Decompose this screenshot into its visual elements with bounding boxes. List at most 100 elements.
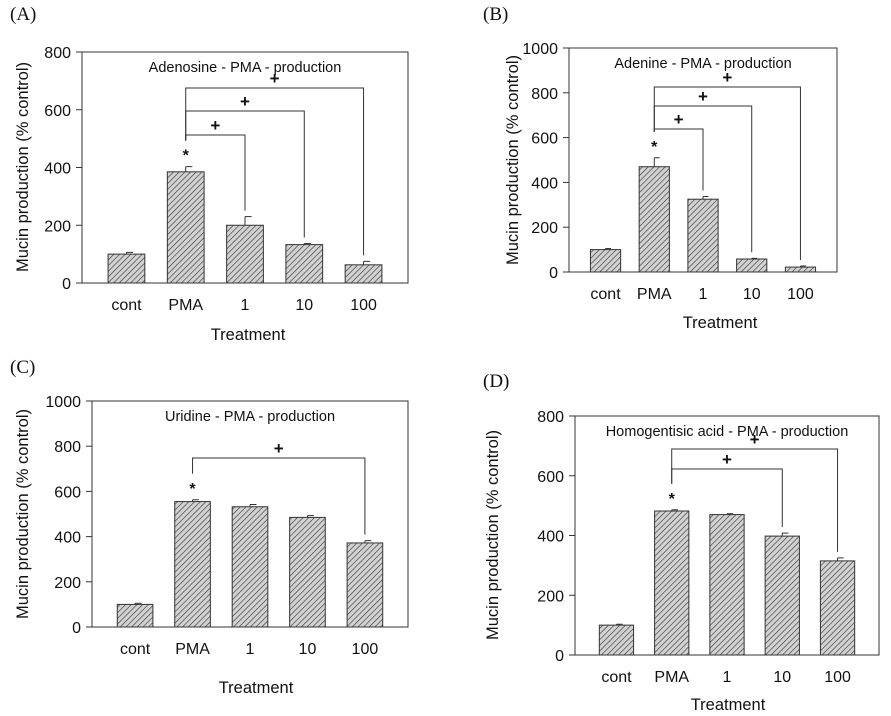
significance-plus: + [750,430,760,449]
y-tick-label: 400 [537,529,564,546]
x-tick-label: 10 [743,286,761,303]
significance-star: * [189,481,196,498]
x-tick-label: PMA [654,669,689,686]
y-tick-label: 800 [537,409,564,426]
x-tick-label: 1 [699,286,708,303]
bar-100 [344,264,383,284]
chart-panel-4: (D) Homogentisic acid - PMA - production 0… [483,371,880,714]
x-tick-label: cont [601,669,632,686]
bar-PMA [654,510,690,656]
bar-PMA [638,166,670,273]
significance-bracket [671,448,839,552]
bar-PMA [166,171,205,284]
y-tick-label: 600 [54,484,81,501]
y-tick-label: 0 [72,620,81,637]
y-tick-label: 400 [44,161,71,178]
bar-1 [687,198,719,273]
bar-100 [346,542,384,628]
significance-bracket [192,457,366,535]
y-axis-title: Mucin production (% control) [14,409,32,619]
x-tick-label: cont [590,286,621,303]
y-tick-label: 600 [537,469,564,486]
panel-letter: (B) [483,4,508,25]
y-tick-label: 800 [531,86,558,103]
x-tick-label: 10 [295,297,313,314]
x-tick-label: 1 [723,669,732,686]
bar-1 [709,514,745,656]
panel-letter: (A) [10,4,36,25]
y-tick-label: 200 [531,220,558,237]
bar-cont [116,603,154,628]
bar-10 [289,516,326,628]
chart-panel-2: (B) Adenine - PMA - production 0 200 400 600 8… [483,4,838,332]
x-tick-label: 1 [241,297,250,314]
bar-cont [589,249,622,273]
y-tick-label: 1000 [45,394,81,411]
x-tick-label: PMA [637,286,672,303]
x-axis-title: Treatment [219,679,294,697]
significance-plus: + [274,439,284,458]
bar-10 [736,258,768,273]
bar-100 [784,266,817,273]
x-tick-label: 100 [350,297,377,314]
significance-plus: + [674,110,684,129]
x-tick-label: 10 [299,641,317,658]
x-tick-label: 10 [773,669,791,686]
y-axis-title: Mucin production (% control) [14,62,32,272]
bar-1 [226,224,264,284]
significance-plus: + [240,92,250,111]
significance-plus: + [270,69,280,88]
y-tick-label: 0 [62,276,71,293]
y-tick-label: 1000 [522,41,558,58]
significance-star: * [183,148,190,165]
significance-plus: + [698,87,708,106]
x-axis-title: Treatment [683,314,758,332]
y-tick-label: 0 [549,265,558,282]
x-tick-label: 100 [787,286,814,303]
significance-star: * [651,139,658,156]
chart-title: Uridine - PMA - production [165,409,335,425]
significance-bracket [185,87,365,256]
chart-title: Homogentisic acid - PMA - production [606,424,849,440]
bar-100 [819,560,856,656]
significance-plus: + [722,450,732,469]
bar-cont [107,253,146,284]
y-tick-label: 800 [54,439,81,456]
chart-title: Adenosine - PMA - production [149,60,342,76]
significance-plus: + [210,116,220,135]
panel-letter: (D) [483,371,509,392]
y-axis-title: Mucin production (% control) [484,430,502,640]
chart-title: Adenine - PMA - production [614,56,791,72]
y-axis-title: Mucin production (% control) [504,55,522,265]
bar-1 [231,506,269,628]
x-tick-label: 100 [352,641,379,658]
x-axis-title: Treatment [691,696,766,714]
y-tick-label: 200 [54,575,81,592]
x-tick-label: 100 [824,669,851,686]
x-tick-label: PMA [168,297,203,314]
bar-PMA [174,501,211,628]
y-tick-label: 600 [44,103,71,120]
y-tick-label: 800 [44,45,71,62]
significance-plus: + [722,68,732,87]
bar-10 [285,244,324,284]
x-tick-label: cont [120,641,151,658]
x-tick-label: cont [111,297,142,314]
y-tick-label: 200 [537,588,564,605]
y-tick-label: 400 [54,530,81,547]
x-tick-label: 1 [246,641,255,658]
significance-bracket [653,86,801,260]
significance-star: * [669,491,676,508]
bar-10 [764,535,800,656]
y-tick-label: 200 [44,218,71,235]
y-tick-label: 600 [531,131,558,148]
chart-panel-3: (C) Uridine - PMA - production 0 200 400 600 8… [10,357,409,697]
chart-panel-1: (A) Adenosine - PMA - production 0 200 400 60… [10,4,409,344]
x-tick-label: PMA [175,641,210,658]
y-tick-label: 400 [531,175,558,192]
x-axis-title: Treatment [211,326,286,344]
y-tick-label: 0 [555,648,564,665]
panel-letter: (C) [10,357,35,378]
bar-cont [598,624,635,656]
